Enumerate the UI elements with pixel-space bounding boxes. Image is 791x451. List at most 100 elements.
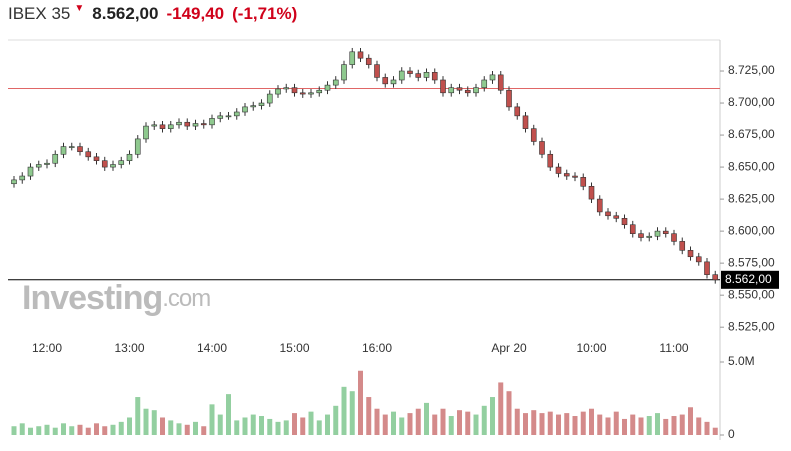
volume-bar [679,414,685,435]
volume-bar [638,417,644,435]
last-price-box [721,270,779,289]
volume-bar [118,421,124,435]
candle-body [27,166,34,177]
volume-bar [597,414,603,435]
volume-bar [36,426,42,435]
candle-body [572,175,578,178]
candle-body [341,64,347,81]
x-tick-label: Apr 20 [491,341,527,355]
candle-body [514,106,521,117]
y-tick-label: 8.600,00 [728,223,775,237]
candle-body [258,102,265,106]
volume-bar [622,418,627,435]
candle-body [52,153,59,164]
volume-bar [168,420,174,435]
x-tick-label: 16:00 [362,341,392,355]
watermark: Investing.com [22,279,210,317]
volume-bar [242,417,248,435]
candle-body [365,57,372,65]
volume-bar [135,397,141,435]
volume-bar [151,410,157,435]
volume-bar [160,417,165,435]
candle-body [679,241,686,251]
volume-bar [176,423,182,435]
candle-body [596,198,603,213]
volume-bar [292,413,297,435]
candle-body [407,70,413,74]
y-tick-label: 8.575,00 [728,255,775,269]
candle-body [93,156,100,161]
candle-body [192,123,199,127]
volume-bar [391,411,396,435]
candle-body [159,124,166,129]
candle-body [233,111,240,117]
x-tick-label: 13:00 [114,341,144,355]
candle-body [539,141,545,155]
volume-bar [349,391,355,435]
volume-bar [267,418,273,435]
candle-body [588,185,595,200]
candle-body [489,74,496,81]
volume-bar [259,416,264,435]
volume-bar [19,423,25,435]
candle-body [423,72,430,78]
candle-body [382,77,389,85]
volume-bar [506,391,512,435]
volume-bar [11,426,17,435]
volume-bar [539,413,545,435]
candle-body [349,51,356,65]
volume-bar [457,410,462,435]
y-tick-label: 8.725,00 [728,63,775,77]
volume-bar [646,416,652,435]
candle-body [11,179,17,185]
volume-bar [712,427,718,435]
volume-bar [415,408,421,435]
volume-bar [490,397,495,435]
candle-body [44,162,50,165]
candle-body [621,218,628,226]
candle-body [77,146,83,153]
volume-bar [275,421,281,435]
volume-bar [94,423,99,435]
volume-bar [28,427,33,435]
candle-body [266,93,273,104]
volume-bar [572,416,578,435]
volume-bar [613,411,619,435]
y-tick-label: 8.525,00 [728,319,775,333]
last-price: 8.562,00 [92,4,159,23]
candle-body [324,84,331,91]
volume-bar [432,414,438,435]
volume-tick-label: 0 [728,427,735,441]
candle-body [646,235,653,238]
volume-bar [556,414,561,435]
candle-body [440,79,446,94]
volume-bar [341,386,347,435]
candle-body [580,177,587,187]
price-change: -149,40 [166,4,225,23]
volume-bar [704,421,710,435]
volume-bar [523,413,528,435]
candle-body [101,160,108,168]
volume-bar [531,410,537,435]
candle-body [134,138,141,155]
instrument-name: IBEX 35 [8,4,71,23]
volume-bar [333,405,339,435]
volume-bar [498,382,504,435]
candle-body [555,166,562,174]
volume-bar [630,414,636,435]
candle-body [151,124,158,127]
candle-body [200,123,207,126]
y-tick-label: 8.625,00 [728,191,775,205]
candle-body [60,146,67,155]
candle-body [299,92,306,95]
candle-body [704,261,710,275]
x-tick-label: 15:00 [279,341,309,355]
candle-body [110,164,116,168]
candle-body [671,233,677,242]
volume-bar [85,427,91,435]
candle-body [184,121,191,127]
candle-body [687,250,694,258]
candle-body [605,211,611,217]
volume-bar [399,417,405,435]
volume-bar [424,402,429,435]
